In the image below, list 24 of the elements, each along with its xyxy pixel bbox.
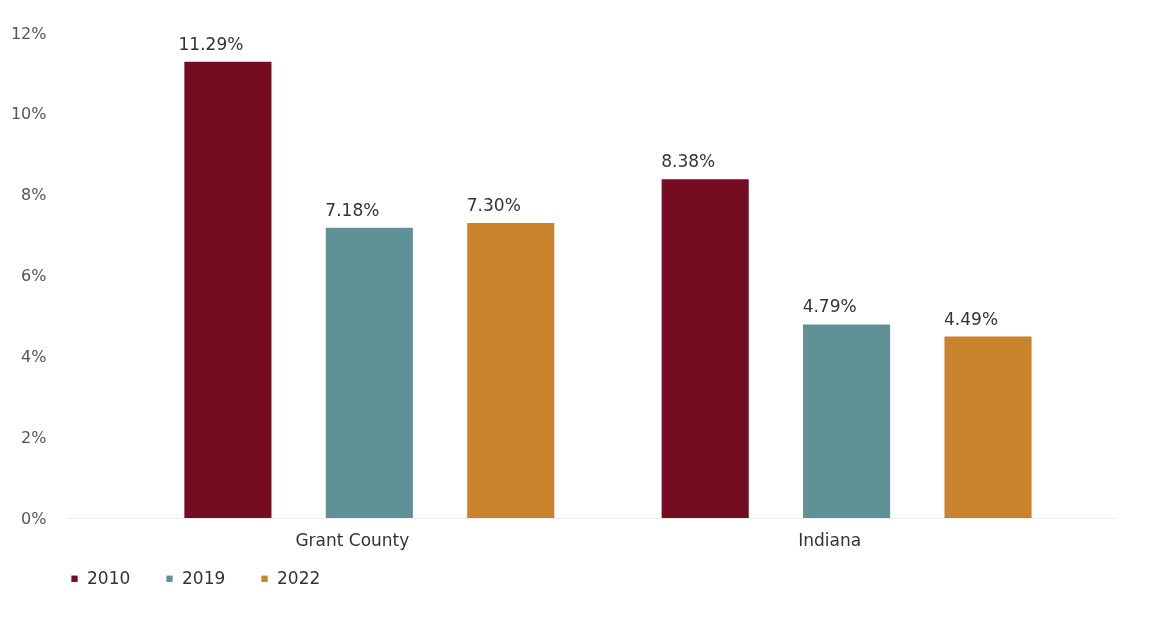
- y-tick-label: 12%: [10, 23, 47, 43]
- data-label: 8.38%: [661, 151, 716, 172]
- bar: [661, 179, 749, 518]
- y-tick-label: 6%: [21, 266, 47, 285]
- bar: [803, 324, 891, 518]
- y-tick-label: 2%: [21, 427, 47, 447]
- data-label: 4.49%: [944, 308, 999, 329]
- x-tick-label: Grant County: [295, 529, 410, 550]
- data-label: 4.79%: [802, 296, 857, 317]
- legend-label: 2010: [87, 567, 131, 588]
- data-label: 11.29%: [178, 33, 244, 54]
- y-tick-label: 10%: [10, 104, 47, 124]
- bar: [184, 61, 272, 518]
- x-tick-label: Indiana: [798, 529, 862, 550]
- y-tick-label: 4%: [21, 346, 47, 366]
- legend-label: 2019: [182, 567, 226, 588]
- bar: [325, 227, 413, 518]
- y-tick-label: 8%: [21, 185, 47, 205]
- bar: [467, 222, 555, 518]
- data-label: 7.30%: [466, 194, 521, 215]
- data-label: 7.18%: [325, 199, 380, 220]
- y-tick-label: 0%: [21, 508, 47, 528]
- legend-label: 2022: [277, 567, 321, 588]
- bar: [944, 336, 1032, 518]
